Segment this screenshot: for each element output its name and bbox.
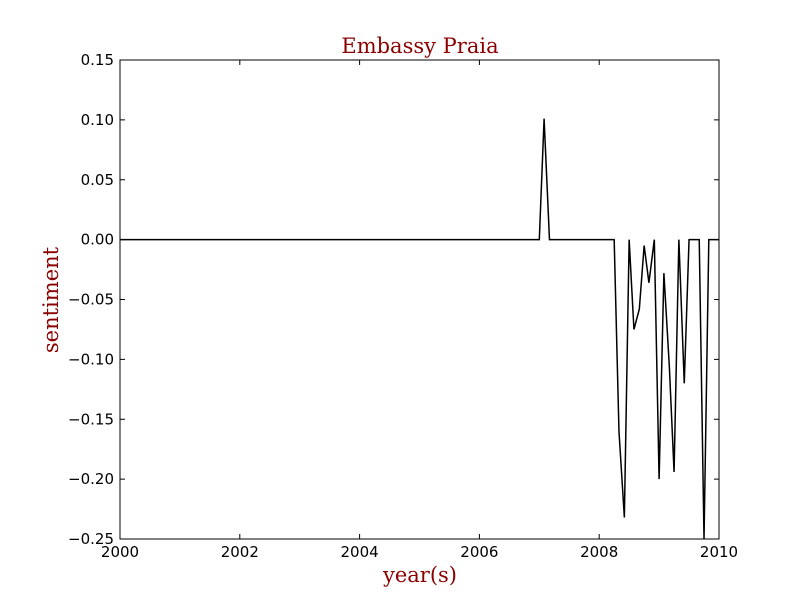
y-tick-label: −0.05	[68, 291, 114, 309]
chart-title: Embassy Praia	[341, 34, 498, 58]
x-tick-label: 2008	[580, 543, 618, 561]
plot-area	[120, 118, 719, 540]
x-tick-label: 2000	[101, 543, 139, 561]
y-tick-label: 0.10	[81, 111, 114, 129]
y-tick-label: 0.15	[81, 51, 114, 69]
x-tick-label: 2004	[341, 543, 379, 561]
y-tick-label: −0.10	[68, 350, 114, 368]
x-axis-label: year(s)	[382, 563, 457, 587]
x-tick-label: 2010	[700, 543, 738, 561]
x-tick-label: 2002	[221, 543, 259, 561]
y-tick-label: −0.20	[68, 470, 114, 488]
y-tick-label: −0.15	[68, 410, 114, 428]
y-axis-label: sentiment	[39, 246, 63, 353]
x-tick-label: 2006	[460, 543, 498, 561]
axis-ticks: 2000 2002 2004 2006 2008 2010 0.15 0.10 0.05 0.00…	[68, 51, 738, 561]
y-tick-label: 0.05	[81, 171, 114, 189]
series-line-0	[120, 118, 719, 540]
axes-frame	[119, 59, 720, 540]
y-tick-label: 0.00	[81, 231, 114, 249]
y-tick-label: −0.25	[68, 530, 114, 548]
